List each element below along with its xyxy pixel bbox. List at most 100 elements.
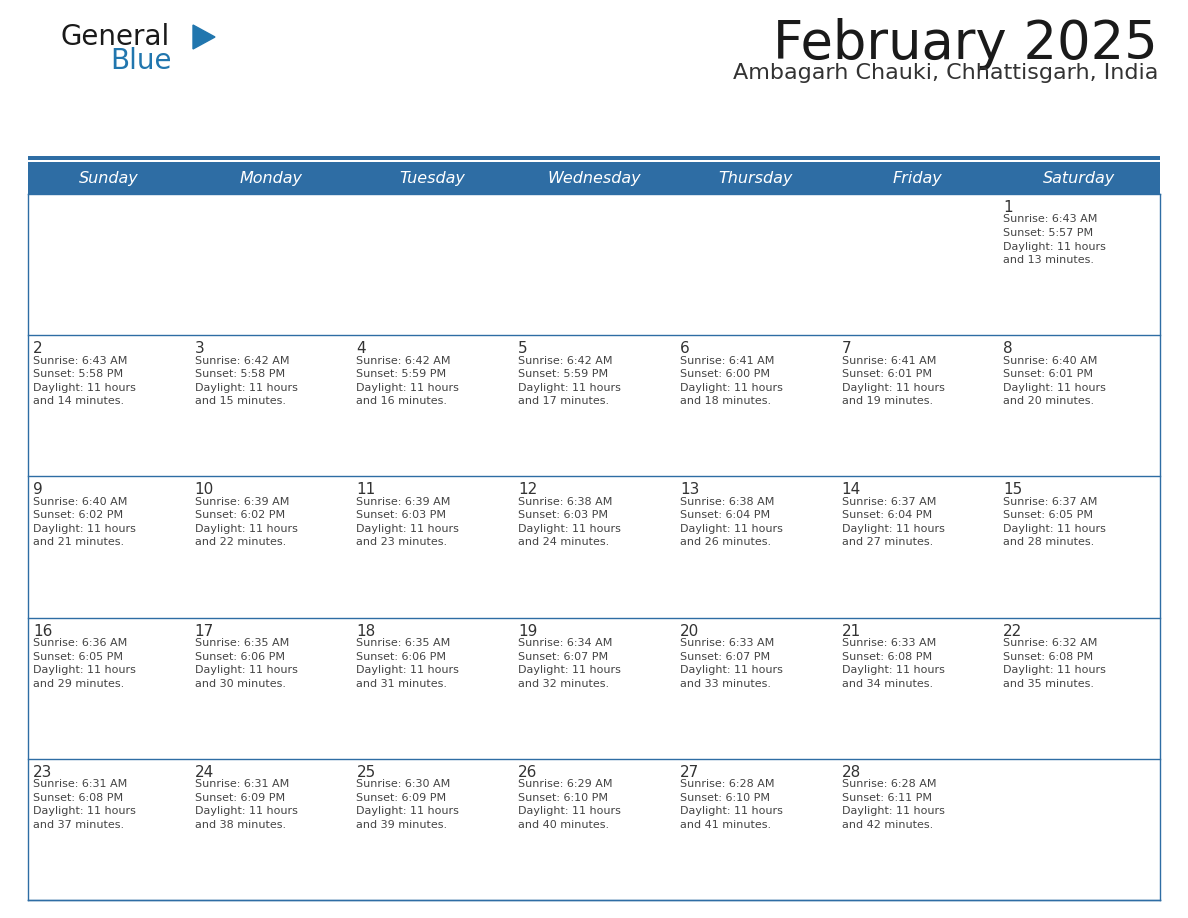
Text: and 14 minutes.: and 14 minutes. (33, 397, 124, 406)
Text: 19: 19 (518, 623, 537, 639)
Bar (29, 618, 190, 759)
Text: and 16 minutes.: and 16 minutes. (356, 397, 448, 406)
Bar (29, 156, 1159, 160)
Text: Sunset: 5:58 PM: Sunset: 5:58 PM (195, 369, 285, 379)
Text: Daylight: 11 hours: Daylight: 11 hours (33, 383, 135, 393)
Text: Daylight: 11 hours: Daylight: 11 hours (356, 806, 460, 816)
Text: and 17 minutes.: and 17 minutes. (518, 397, 609, 406)
Text: Daylight: 11 hours: Daylight: 11 hours (518, 524, 621, 534)
Text: and 23 minutes.: and 23 minutes. (356, 537, 448, 547)
Text: Sunset: 5:58 PM: Sunset: 5:58 PM (33, 369, 124, 379)
Text: Daylight: 11 hours: Daylight: 11 hours (518, 666, 621, 675)
Text: and 27 minutes.: and 27 minutes. (841, 537, 933, 547)
Text: Sunset: 6:01 PM: Sunset: 6:01 PM (841, 369, 931, 379)
Text: Wednesday: Wednesday (548, 171, 640, 185)
Text: 3: 3 (195, 341, 204, 356)
Text: 27: 27 (680, 765, 699, 779)
Text: 8: 8 (1004, 341, 1013, 356)
Text: Sunset: 6:01 PM: Sunset: 6:01 PM (1004, 369, 1093, 379)
Text: 13: 13 (680, 482, 700, 498)
Text: 17: 17 (195, 623, 214, 639)
Text: Sunrise: 6:43 AM: Sunrise: 6:43 AM (1004, 215, 1098, 225)
Text: Sunrise: 6:28 AM: Sunrise: 6:28 AM (680, 779, 775, 789)
Text: 6: 6 (680, 341, 689, 356)
Text: Sunrise: 6:30 AM: Sunrise: 6:30 AM (356, 779, 450, 789)
Bar (998, 476, 1159, 618)
Text: and 30 minutes.: and 30 minutes. (195, 678, 286, 688)
Text: Sunrise: 6:38 AM: Sunrise: 6:38 AM (680, 497, 775, 507)
Bar (352, 335, 513, 476)
Text: Sunrise: 6:34 AM: Sunrise: 6:34 AM (518, 638, 613, 648)
Text: 28: 28 (841, 765, 861, 779)
Text: and 18 minutes.: and 18 minutes. (680, 397, 771, 406)
Bar (836, 618, 998, 759)
Text: Sunset: 6:07 PM: Sunset: 6:07 PM (680, 652, 770, 662)
Bar (998, 194, 1159, 335)
Text: 7: 7 (841, 341, 851, 356)
Polygon shape (192, 25, 215, 49)
Text: Sunset: 6:08 PM: Sunset: 6:08 PM (841, 652, 931, 662)
Text: Sunset: 6:03 PM: Sunset: 6:03 PM (356, 510, 447, 521)
Bar (352, 476, 513, 618)
Text: and 31 minutes.: and 31 minutes. (356, 678, 448, 688)
Text: Saturday: Saturday (1043, 171, 1116, 185)
Text: 14: 14 (841, 482, 861, 498)
Text: and 13 minutes.: and 13 minutes. (1004, 255, 1094, 265)
Bar (998, 335, 1159, 476)
Bar (513, 194, 675, 335)
Bar (675, 618, 836, 759)
Text: Sunset: 6:08 PM: Sunset: 6:08 PM (1004, 652, 1093, 662)
Text: 16: 16 (33, 623, 52, 639)
Text: 23: 23 (33, 765, 52, 779)
Text: Sunrise: 6:42 AM: Sunrise: 6:42 AM (195, 355, 289, 365)
Text: and 39 minutes.: and 39 minutes. (356, 820, 448, 830)
Text: and 35 minutes.: and 35 minutes. (1004, 678, 1094, 688)
Text: Sunrise: 6:35 AM: Sunrise: 6:35 AM (356, 638, 450, 648)
Text: and 22 minutes.: and 22 minutes. (195, 537, 286, 547)
Text: Sunset: 6:02 PM: Sunset: 6:02 PM (195, 510, 285, 521)
Text: 5: 5 (518, 341, 527, 356)
Text: Daylight: 11 hours: Daylight: 11 hours (356, 524, 460, 534)
Text: Daylight: 11 hours: Daylight: 11 hours (841, 806, 944, 816)
Text: Daylight: 11 hours: Daylight: 11 hours (33, 666, 135, 675)
Text: 26: 26 (518, 765, 537, 779)
Text: and 26 minutes.: and 26 minutes. (680, 537, 771, 547)
Bar (513, 759, 675, 900)
Text: Daylight: 11 hours: Daylight: 11 hours (356, 666, 460, 675)
Text: Sunrise: 6:39 AM: Sunrise: 6:39 AM (195, 497, 289, 507)
Text: February 2025: February 2025 (773, 18, 1158, 70)
Text: Sunset: 6:10 PM: Sunset: 6:10 PM (680, 793, 770, 803)
Bar (29, 476, 190, 618)
Text: Daylight: 11 hours: Daylight: 11 hours (356, 383, 460, 393)
Bar (352, 618, 513, 759)
Text: General: General (61, 23, 169, 51)
Text: Sunrise: 6:41 AM: Sunrise: 6:41 AM (841, 355, 936, 365)
Bar (29, 194, 190, 335)
Text: and 19 minutes.: and 19 minutes. (841, 397, 933, 406)
Text: Sunday: Sunday (78, 171, 139, 185)
Text: Daylight: 11 hours: Daylight: 11 hours (680, 524, 783, 534)
Text: Daylight: 11 hours: Daylight: 11 hours (841, 524, 944, 534)
Text: Sunrise: 6:38 AM: Sunrise: 6:38 AM (518, 497, 613, 507)
Text: Daylight: 11 hours: Daylight: 11 hours (195, 666, 297, 675)
Text: Sunrise: 6:33 AM: Sunrise: 6:33 AM (680, 638, 775, 648)
Bar (675, 194, 836, 335)
Bar (29, 759, 190, 900)
Text: Sunrise: 6:28 AM: Sunrise: 6:28 AM (841, 779, 936, 789)
Text: 10: 10 (195, 482, 214, 498)
Text: Daylight: 11 hours: Daylight: 11 hours (518, 383, 621, 393)
Text: Sunset: 6:05 PM: Sunset: 6:05 PM (33, 652, 124, 662)
Text: Sunset: 6:09 PM: Sunset: 6:09 PM (356, 793, 447, 803)
Bar (675, 759, 836, 900)
Text: Ambagarh Chauki, Chhattisgarh, India: Ambagarh Chauki, Chhattisgarh, India (733, 63, 1158, 83)
Text: Sunset: 5:59 PM: Sunset: 5:59 PM (356, 369, 447, 379)
Text: and 21 minutes.: and 21 minutes. (33, 537, 124, 547)
Text: Daylight: 11 hours: Daylight: 11 hours (1004, 383, 1106, 393)
Text: Friday: Friday (892, 171, 942, 185)
Text: and 15 minutes.: and 15 minutes. (195, 397, 286, 406)
Text: Daylight: 11 hours: Daylight: 11 hours (680, 383, 783, 393)
Text: Sunset: 6:06 PM: Sunset: 6:06 PM (356, 652, 447, 662)
Bar (190, 618, 352, 759)
Text: and 37 minutes.: and 37 minutes. (33, 820, 124, 830)
Text: Daylight: 11 hours: Daylight: 11 hours (1004, 666, 1106, 675)
